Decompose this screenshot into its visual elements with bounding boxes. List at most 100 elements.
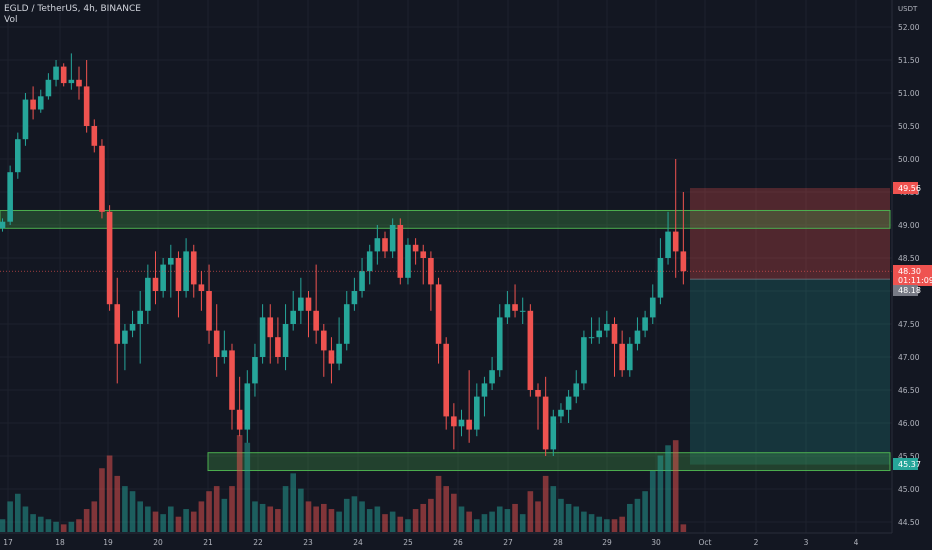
volume-bar <box>611 519 618 532</box>
candle-body <box>481 383 488 397</box>
price-tick-label: 51.50 <box>898 56 920 65</box>
volume-bar <box>168 506 174 532</box>
countdown-text: 01:11:09 <box>898 276 932 285</box>
candles <box>0 53 687 456</box>
volume-bar <box>458 506 465 532</box>
position-tool[interactable] <box>690 188 890 465</box>
stop-price-badge: 45.37 <box>893 458 921 470</box>
date-tick-label: 25 <box>403 538 413 547</box>
candle-body <box>588 337 595 339</box>
date-tick-label: 30 <box>651 538 661 547</box>
price-tick-label: 50.50 <box>898 122 920 131</box>
volume-bar <box>680 524 687 532</box>
loss-zone <box>690 279 890 465</box>
volume-bar <box>443 486 449 532</box>
zone-rectangles[interactable] <box>0 209 891 472</box>
volume-bar <box>351 496 358 532</box>
volume-bar <box>30 514 36 532</box>
candle-body <box>443 343 449 417</box>
candle-body <box>634 330 641 344</box>
candle-body <box>558 409 564 417</box>
target-price-badge: 49.56 <box>893 182 921 194</box>
date-tick-label: 24 <box>353 538 363 547</box>
candle-body <box>512 304 518 311</box>
price-tick-label: 46.50 <box>898 386 920 395</box>
volume-bar <box>321 503 327 532</box>
volume-bar <box>573 506 580 532</box>
position-price-badge-bg <box>893 285 918 296</box>
candle-body <box>60 66 67 84</box>
volume-bar <box>435 475 442 532</box>
candle-body <box>152 277 159 291</box>
candle-body <box>389 225 396 252</box>
volume-bar <box>366 509 373 532</box>
volume-bar <box>359 501 365 532</box>
candle-body <box>496 317 503 371</box>
price-tick-label: 47.00 <box>898 353 920 362</box>
candle-body <box>519 310 526 312</box>
symbol-title[interactable]: EGLD / TetherUS, 4h, BINANCE <box>4 4 141 14</box>
candle-body <box>328 350 335 364</box>
volume-bar <box>259 503 266 532</box>
volume-bar <box>275 509 281 532</box>
volume-bar <box>489 511 495 532</box>
volume-bar <box>496 506 503 532</box>
volume-bar <box>451 493 457 532</box>
target-price-badge-text: 49.56 <box>898 184 921 193</box>
candle-body <box>213 330 220 357</box>
volume-bar <box>328 509 335 532</box>
volume-bar <box>466 511 472 532</box>
price-tick-label: 48.50 <box>898 254 920 263</box>
volume-bar <box>634 498 641 532</box>
candle-body <box>198 284 205 291</box>
date-tick-label: 20 <box>153 538 163 547</box>
volume-bar <box>83 509 90 532</box>
candle-body <box>611 324 618 344</box>
candle-body <box>99 145 105 212</box>
time-axis-background[interactable] <box>0 533 932 550</box>
candle-body <box>412 244 419 252</box>
candle-body <box>581 337 587 384</box>
candle-body <box>259 317 266 357</box>
candle-body <box>573 383 580 397</box>
volume-bar <box>298 488 304 532</box>
candle-body <box>435 284 442 344</box>
stop-price-badge-text: 45.37 <box>898 460 921 469</box>
candle-body <box>596 330 602 338</box>
volume-bar <box>336 511 342 532</box>
volume-bar <box>290 473 296 532</box>
candle-body <box>290 310 296 324</box>
volume-bar <box>175 516 182 532</box>
candle-body <box>428 258 434 285</box>
volume-bar <box>672 440 679 532</box>
date-tick-label: 21 <box>203 538 213 547</box>
candle-body <box>565 396 572 410</box>
position-price-badge: 48.18 <box>893 285 921 296</box>
candle-body <box>542 396 549 450</box>
date-tick-label: 19 <box>103 538 113 547</box>
volume-bar <box>519 514 526 532</box>
volume-bar <box>244 442 251 532</box>
candle-body <box>489 370 495 384</box>
volume-bar <box>420 503 427 532</box>
price-tick-label: 45.00 <box>898 485 920 494</box>
volume-bar <box>0 519 6 532</box>
candle-body <box>68 79 75 84</box>
candle-body <box>45 79 52 97</box>
volume-bar <box>122 486 128 532</box>
volume-bar <box>160 514 166 532</box>
volume-bar <box>343 498 350 532</box>
candle-body <box>343 304 350 344</box>
volume-bar <box>550 486 557 532</box>
candle-body <box>145 277 151 311</box>
price-tick-label: 47.50 <box>898 320 920 329</box>
date-tick-label: 2 <box>754 538 759 547</box>
volume-bar <box>76 519 82 532</box>
volume-legend[interactable]: Vol <box>4 15 18 25</box>
candle-body <box>160 264 166 291</box>
date-tick-label: 22 <box>253 538 263 547</box>
date-tick-label: 17 <box>3 538 13 547</box>
candle-body <box>458 419 465 427</box>
volume-bar <box>474 519 480 532</box>
